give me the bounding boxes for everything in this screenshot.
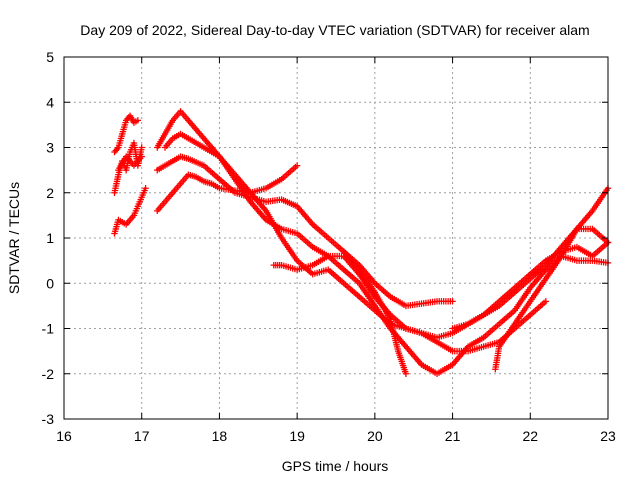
data-point bbox=[142, 185, 149, 192]
y-tick-label: 2 bbox=[46, 185, 54, 201]
x-tick-label: 17 bbox=[134, 428, 150, 444]
y-tick-label: -1 bbox=[42, 321, 55, 337]
y-axis-label: SDTVAR / TECUs bbox=[6, 182, 22, 294]
x-tick-label: 18 bbox=[212, 428, 228, 444]
x-tick-label: 21 bbox=[445, 428, 461, 444]
data-point bbox=[542, 298, 550, 305]
data-point bbox=[293, 162, 301, 169]
data-point bbox=[449, 298, 456, 305]
series-track-a bbox=[111, 185, 149, 237]
series-track-c bbox=[111, 112, 142, 156]
x-tick-label: 23 bbox=[600, 428, 616, 444]
y-tick-label: 5 bbox=[46, 49, 54, 65]
data-point bbox=[402, 370, 410, 377]
data-point bbox=[138, 144, 145, 151]
series-track-g bbox=[154, 108, 612, 377]
series-track-l bbox=[492, 225, 612, 373]
chart-title: Day 209 of 2022, Sidereal Day-to-day VTE… bbox=[80, 22, 589, 38]
series-track-j bbox=[340, 248, 410, 377]
series-track-k bbox=[449, 185, 612, 332]
y-tick-label: 1 bbox=[46, 230, 54, 246]
x-tick-label: 19 bbox=[289, 428, 305, 444]
x-tick-label: 20 bbox=[367, 428, 383, 444]
x-axis-label: GPS time / hours bbox=[282, 458, 389, 474]
y-tick-label: -3 bbox=[42, 411, 55, 427]
y-tick-label: -2 bbox=[42, 366, 55, 382]
y-tick-label: 3 bbox=[46, 140, 54, 156]
series-track-f bbox=[154, 153, 456, 310]
series-track-d bbox=[115, 153, 145, 174]
x-tick-label: 22 bbox=[522, 428, 538, 444]
grid-lines bbox=[64, 57, 608, 419]
data-point bbox=[134, 117, 142, 124]
y-tick-label: 0 bbox=[46, 275, 54, 291]
y-tick-label: 4 bbox=[46, 94, 54, 110]
x-tick-label: 16 bbox=[56, 428, 72, 444]
data-point bbox=[138, 153, 145, 160]
data-marks bbox=[111, 108, 612, 377]
